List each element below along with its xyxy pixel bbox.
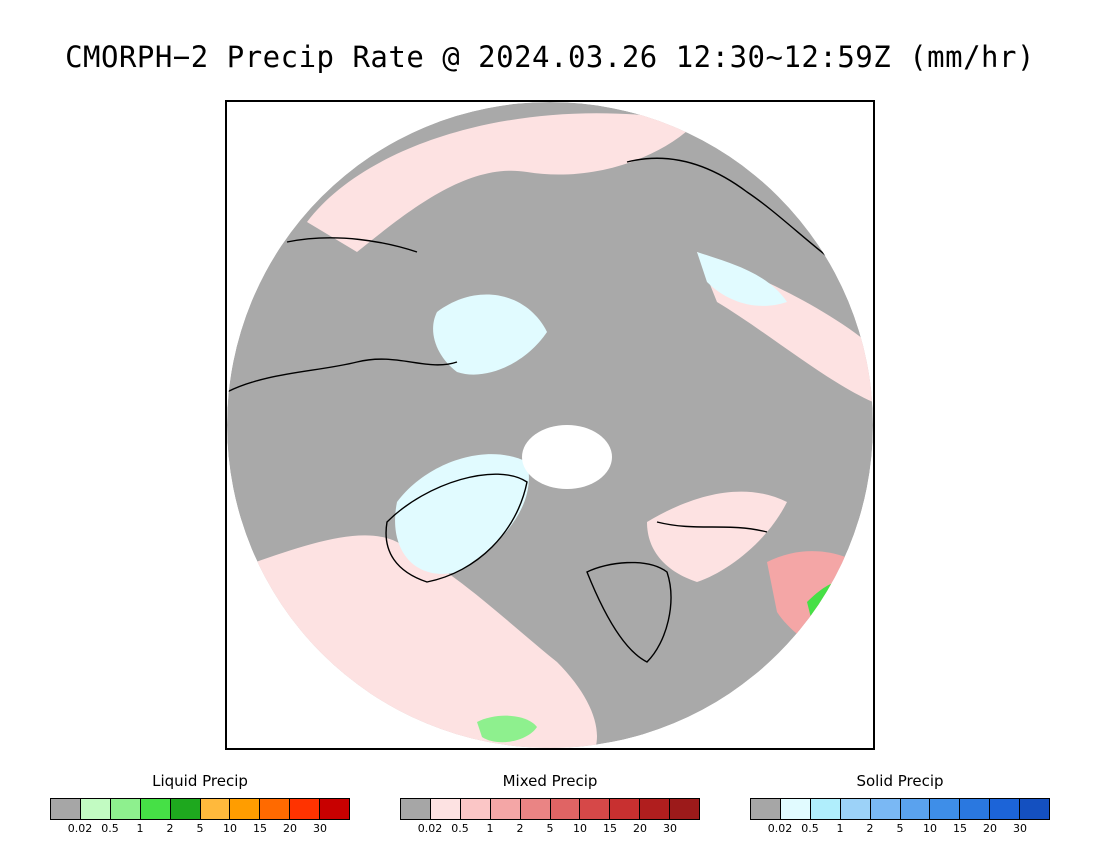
mixed-swatch-3 <box>490 799 521 819</box>
legend-liquid-colorbar <box>50 798 350 820</box>
liquid-tick-label: 20 <box>283 822 297 835</box>
mixed-precip-area-pacific <box>307 113 697 252</box>
legend-liquid: Liquid Precip 0.02 0.5 1 2 5 10 15 20 30 <box>50 770 350 838</box>
mixed-tick-label: 20 <box>633 822 647 835</box>
liquid-swatch-1 <box>80 799 111 819</box>
legend-liquid-ticks: 0.02 0.5 1 2 5 10 15 20 30 <box>50 822 350 838</box>
mixed-tick-label: 15 <box>603 822 617 835</box>
legend-mixed-colorbar <box>400 798 700 820</box>
solid-precip-area-siberia <box>697 252 787 306</box>
solid-tick-label: 1 <box>836 822 844 835</box>
mixed-tick-label: 10 <box>573 822 587 835</box>
mixed-swatch-9 <box>670 799 700 819</box>
liquid-swatch-2 <box>110 799 141 819</box>
legend-mixed: Mixed Precip 0.02 0.5 1 2 5 10 15 20 30 <box>400 770 700 838</box>
mixed-tick-label: 5 <box>546 822 554 835</box>
liquid-swatch-9 <box>320 799 350 819</box>
liquid-tick-label: 0.5 <box>101 822 119 835</box>
solid-precip-area-greenland <box>395 454 529 574</box>
solid-swatch-9 <box>1020 799 1050 819</box>
solid-tick-label: 30 <box>1013 822 1027 835</box>
mixed-tick-label: 1 <box>486 822 494 835</box>
mixed-swatch-1 <box>430 799 461 819</box>
legend-solid-ticks: 0.02 0.5 1 2 5 10 15 20 30 <box>750 822 1050 838</box>
solid-swatch-1 <box>780 799 811 819</box>
polar-map-frame <box>225 100 875 750</box>
liquid-tick-label: 30 <box>313 822 327 835</box>
liquid-swatch-4 <box>170 799 201 819</box>
legend-liquid-title: Liquid Precip <box>152 772 248 790</box>
solid-tick-label: 2 <box>866 822 874 835</box>
legend-solid-title: Solid Precip <box>856 772 944 790</box>
mixed-swatch-5 <box>550 799 581 819</box>
mixed-tick-label: 0.5 <box>451 822 469 835</box>
mixed-swatch-7 <box>610 799 641 819</box>
solid-tick-label: 20 <box>983 822 997 835</box>
liquid-tick-label: 10 <box>223 822 237 835</box>
liquid-swatch-8 <box>290 799 321 819</box>
liquid-tick-label: 15 <box>253 822 267 835</box>
liquid-precip-light-area <box>477 715 537 743</box>
north-pole-no-data <box>522 425 612 489</box>
liquid-swatch-5 <box>200 799 231 819</box>
mixed-swatch-4 <box>520 799 551 819</box>
mixed-tick-label: 30 <box>663 822 677 835</box>
solid-precip-area-arctic <box>433 294 547 375</box>
liquid-swatch-3 <box>140 799 171 819</box>
mixed-swatch-6 <box>580 799 611 819</box>
liquid-tick-label: 1 <box>136 822 144 835</box>
solid-swatch-7 <box>960 799 991 819</box>
solid-swatch-4 <box>870 799 901 819</box>
solid-swatch-8 <box>990 799 1021 819</box>
solid-tick-label: 15 <box>953 822 967 835</box>
solid-swatch-5 <box>900 799 931 819</box>
coastlines <box>227 157 848 663</box>
mixed-precip-area-europe <box>647 491 787 582</box>
solid-swatch-6 <box>930 799 961 819</box>
mixed-tick-label: 2 <box>516 822 524 835</box>
legend-mixed-ticks: 0.02 0.5 1 2 5 10 15 20 30 <box>400 822 700 838</box>
liquid-swatch-7 <box>260 799 291 819</box>
legend-solid-colorbar <box>750 798 1050 820</box>
liquid-tick-label: 2 <box>166 822 174 835</box>
solid-tick-label: 10 <box>923 822 937 835</box>
solid-tick-label: 5 <box>896 822 904 835</box>
liquid-swatch-0 <box>51 799 81 819</box>
solid-swatch-2 <box>810 799 841 819</box>
legend-mixed-title: Mixed Precip <box>502 772 598 790</box>
mixed-tick-label: 0.02 <box>417 822 443 835</box>
map-title: CMORPH−2 Precip Rate @ 2024.03.26 12:30~… <box>65 40 1035 74</box>
mixed-swatch-8 <box>640 799 671 819</box>
solid-swatch-3 <box>840 799 871 819</box>
solid-swatch-0 <box>751 799 781 819</box>
solid-tick-label: 0.02 <box>767 822 793 835</box>
solid-tick-label: 0.5 <box>801 822 819 835</box>
mixed-swatch-2 <box>460 799 491 819</box>
liquid-tick-label: 5 <box>196 822 204 835</box>
liquid-swatch-6 <box>230 799 261 819</box>
legend-solid: Solid Precip 0.02 0.5 1 2 5 10 15 20 30 <box>750 770 1050 838</box>
mixed-swatch-0 <box>401 799 431 819</box>
liquid-tick-label: 0.02 <box>67 822 93 835</box>
precip-map <box>227 102 873 748</box>
